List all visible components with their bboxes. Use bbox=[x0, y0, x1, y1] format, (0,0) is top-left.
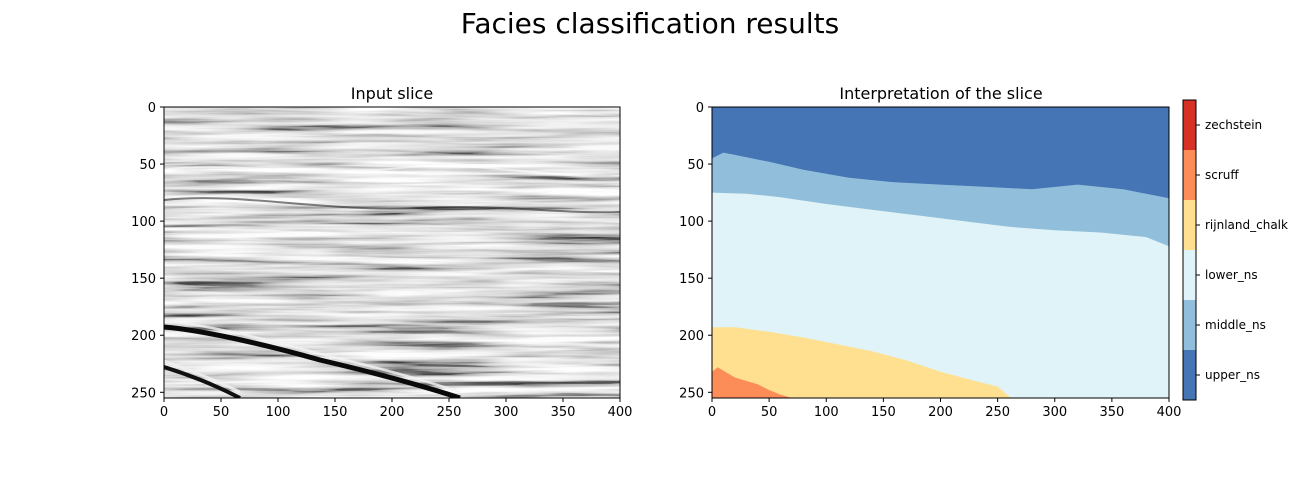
interpretation-x-tick-label: 200 bbox=[928, 405, 953, 420]
input-slice-y-tick-label: 50 bbox=[139, 158, 156, 173]
input-slice-x-tick-label: 50 bbox=[213, 405, 230, 420]
input-slice-x-tick-label: 250 bbox=[437, 405, 462, 420]
interpretation-y-tick-label: 100 bbox=[679, 215, 704, 230]
seismic-reflector-white bbox=[164, 319, 461, 394]
interpretation-x-tick-label: 0 bbox=[708, 405, 716, 420]
input-slice-title: Input slice bbox=[351, 84, 433, 103]
interpretation-y-tick-label: 0 bbox=[696, 101, 704, 116]
input-slice-image bbox=[164, 107, 620, 398]
input-slice-y-axis: 0 50 100 150 200 250 bbox=[131, 101, 164, 401]
seismic-strong-reflector bbox=[164, 324, 461, 398]
interpretation-x-tick-label: 300 bbox=[1042, 405, 1067, 420]
interpretation-y-tick-label: 250 bbox=[679, 386, 704, 401]
interpretation-y-tick-label: 150 bbox=[679, 272, 704, 287]
colorbar-segment-zechstein bbox=[1183, 100, 1196, 150]
interpretation-x-tick-label: 350 bbox=[1099, 405, 1124, 420]
input-slice-x-tick-label: 400 bbox=[608, 405, 633, 420]
colorbar-label-zechstein: zechstein bbox=[1205, 118, 1262, 132]
class-region-scruff bbox=[712, 367, 792, 398]
colorbar-label-middle_ns: middle_ns bbox=[1205, 318, 1266, 332]
input-slice-y-tick-label: 150 bbox=[131, 272, 156, 287]
interpretation-x-axis: 0 50 100 150 200 250 300 350 400 bbox=[708, 398, 1182, 420]
seismic-top-zone bbox=[164, 165, 620, 178]
colorbar-label-scruff: scruff bbox=[1205, 168, 1239, 182]
input-slice-x-axis: 0 50 100 150 200 250 300 350 400 bbox=[160, 398, 633, 420]
colorbar-label-lower_ns: lower_ns bbox=[1205, 268, 1258, 282]
input-slice-x-tick-label: 350 bbox=[551, 405, 576, 420]
class-region-rijnland_chalk bbox=[712, 327, 1012, 398]
colorbar-segment-middle_ns bbox=[1183, 300, 1196, 350]
interpretation-y-axis: 0 50 100 150 200 250 bbox=[679, 101, 712, 401]
input-slice-y-tick-label: 250 bbox=[131, 386, 156, 401]
interpretation-x-tick-label: 150 bbox=[871, 405, 896, 420]
input-slice-x-tick-label: 0 bbox=[160, 405, 168, 420]
colorbar-frame bbox=[1182, 99, 1197, 401]
interpretation-y-tick-label: 50 bbox=[687, 158, 704, 173]
colorbar-label-upper_ns: upper_ns bbox=[1205, 368, 1260, 382]
interpretation-x-tick-label: 250 bbox=[985, 405, 1010, 420]
interpretation-image bbox=[712, 107, 1169, 398]
input-slice-y-tick-label: 100 bbox=[131, 215, 156, 230]
figure-suptitle: Facies classification results bbox=[461, 7, 839, 40]
input-slice-y-tick-label: 200 bbox=[131, 329, 156, 344]
colorbar-label-rijnland_chalk: rijnland_chalk bbox=[1205, 218, 1288, 232]
input-slice-x-tick-label: 200 bbox=[380, 405, 405, 420]
seismic-lower-reflector-white bbox=[164, 359, 241, 394]
interpretation-y-tick-label: 200 bbox=[679, 329, 704, 344]
seismic-lower-reflector bbox=[164, 365, 241, 398]
colorbar-segment-upper_ns bbox=[1183, 350, 1196, 400]
input-slice-x-tick-label: 100 bbox=[266, 405, 291, 420]
seismic-shade bbox=[164, 107, 620, 398]
interpretation-x-tick-label: 400 bbox=[1157, 405, 1182, 420]
interpretation-x-tick-label: 50 bbox=[761, 405, 778, 420]
colorbar-segment-scruff bbox=[1183, 150, 1196, 200]
input-slice-panel: Input slice 0 50 100 150 200 250 300 350 400 0 50… bbox=[131, 84, 632, 420]
input-slice-x-tick-label: 150 bbox=[323, 405, 348, 420]
seismic-mid-zone bbox=[164, 197, 620, 214]
interpretation-panel: Interpretation of the slice 0 50 100 150 200… bbox=[679, 84, 1181, 420]
interpretation-x-tick-label: 100 bbox=[814, 405, 839, 420]
input-slice-x-tick-label: 300 bbox=[494, 405, 519, 420]
colorbar: upper_ns middle_ns lower_ns rijnland_chalk s… bbox=[1182, 99, 1288, 401]
interpretation-title: Interpretation of the slice bbox=[839, 84, 1042, 103]
colorbar-segment-lower_ns bbox=[1183, 250, 1196, 300]
input-slice-y-tick-label: 0 bbox=[148, 101, 156, 116]
colorbar-segment-rijnland_chalk bbox=[1183, 200, 1196, 250]
